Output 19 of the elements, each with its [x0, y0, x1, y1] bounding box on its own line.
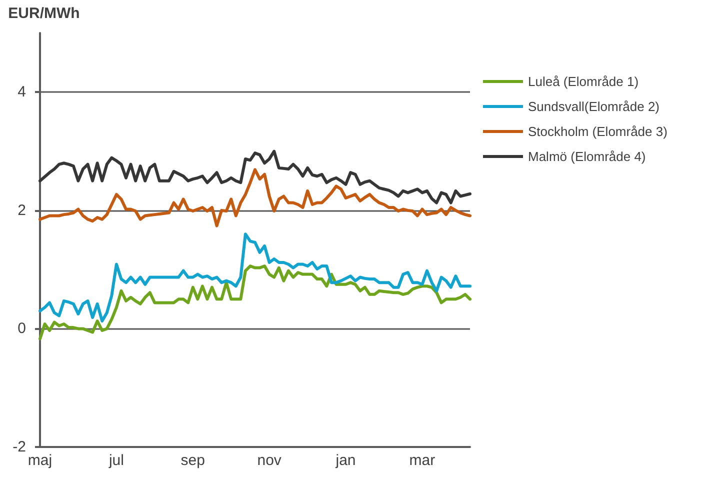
x-tick-label: nov [257, 452, 282, 469]
x-tick-label: jan [334, 452, 356, 469]
line-series [38, 232, 472, 323]
y-tick-label: -2 [12, 438, 26, 456]
legend-label: Malmö (Elområde 4) [528, 149, 646, 164]
y-tick-label: 2 [18, 202, 26, 219]
x-tick-label: jul [108, 452, 124, 469]
legend-label: Sundsvall(Elområde 2) [528, 99, 660, 114]
legend-label: Luleå (Elområde 1) [528, 74, 639, 89]
x-tick-label: maj [28, 452, 52, 469]
x-tick-label: mar [409, 452, 436, 469]
x-tick-label: sep [180, 452, 205, 469]
y-axis-title: EUR/MWh [8, 5, 80, 22]
line-series [38, 168, 472, 228]
y-tick-label: 0 [18, 320, 26, 338]
line-series [38, 150, 472, 204]
legend-label: Stockholm (Elområde 3) [528, 124, 668, 139]
y-tick-label: 4 [18, 84, 26, 101]
line-series [38, 264, 472, 340]
